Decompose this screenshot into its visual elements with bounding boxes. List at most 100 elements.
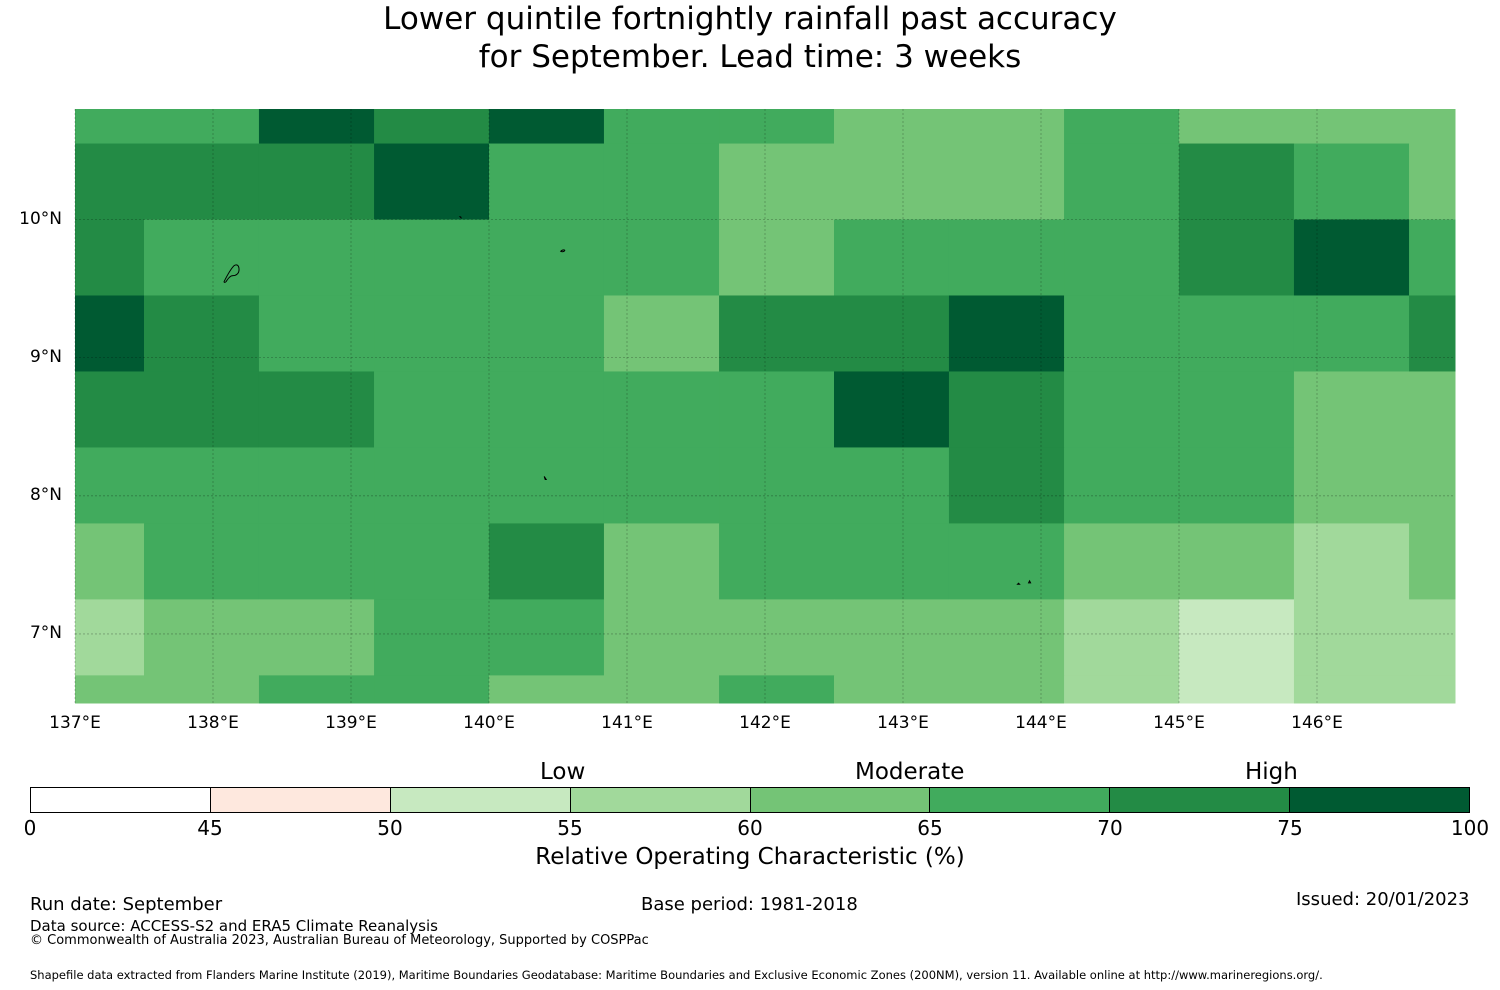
map-cell: [144, 109, 260, 145]
lat-tick-label: 9°N: [29, 346, 62, 367]
lat-tick-label: 8°N: [29, 484, 62, 505]
map-panel: [74, 109, 1456, 704]
map-cell: [258, 143, 375, 221]
island-outlines: [223, 216, 1032, 585]
map-cells: [75, 109, 1456, 704]
island-outline: [559, 249, 566, 253]
colorbar-tick-label: 0: [23, 816, 37, 840]
map-cell: [834, 109, 950, 145]
map-cell: [834, 447, 950, 524]
map-cell: [1179, 109, 1295, 145]
shapefile-credit: Shapefile data extracted from Flanders M…: [30, 968, 1323, 982]
map-cell: [374, 219, 490, 296]
colorbar-tick-label: 75: [1277, 816, 1303, 840]
map-cell: [948, 143, 1065, 221]
map-cell: [374, 371, 490, 448]
island-outline: [1016, 582, 1021, 585]
map-cell: [834, 371, 950, 448]
colorbar-category-low: Low: [540, 759, 586, 785]
map-cell: [834, 523, 950, 600]
map-cell: [258, 523, 375, 600]
map-cell: [258, 371, 375, 448]
map-cell: [489, 447, 605, 524]
map-cell: [834, 143, 950, 221]
map-cell: [1293, 109, 1410, 145]
map-cell: [1293, 295, 1410, 372]
map-cell: [948, 371, 1065, 448]
map-cell: [374, 523, 490, 600]
map-cell: [603, 675, 720, 704]
chart-title: Lower quintile fortnightly rainfall past…: [0, 0, 1500, 76]
map-cell: [489, 219, 605, 296]
run-date: Run date: September: [30, 894, 223, 915]
colorbar-segment: [750, 788, 931, 812]
island-outline: [1027, 579, 1032, 584]
lon-tick-label: 137°E: [49, 713, 101, 733]
map-cell: [1064, 109, 1180, 145]
map-cell: [719, 143, 835, 221]
title-line-2: for September. Lead time: 3 weeks: [478, 39, 1022, 75]
map-cell: [1293, 371, 1410, 448]
map-cell: [603, 523, 720, 600]
map-cell: [144, 523, 260, 600]
lon-tick-label: 141°E: [601, 713, 653, 733]
map-cell: [1179, 523, 1295, 600]
map-cell: [374, 143, 490, 221]
map-cell: [75, 219, 145, 296]
map-cell: [948, 219, 1065, 296]
map-cell: [948, 109, 1065, 145]
map-cell: [144, 447, 260, 524]
map-cell: [258, 295, 375, 372]
map-cell: [719, 447, 835, 524]
map-cell: [489, 599, 605, 676]
map-cell: [144, 675, 260, 704]
copyright: © Commonwealth of Australia 2023, Austra…: [30, 933, 649, 948]
map-cell: [719, 599, 835, 676]
map-cell: [1409, 295, 1456, 372]
map-cell: [948, 447, 1065, 524]
colorbar-label: Relative Operating Characteristic (%): [535, 844, 965, 870]
map-cell: [1293, 675, 1410, 704]
map-cell: [75, 523, 145, 600]
map-cell: [1179, 219, 1295, 296]
colorbar-tick-label: 100: [1450, 816, 1490, 840]
map-cell: [489, 675, 605, 704]
map-cell: [258, 675, 375, 704]
map-cell: [948, 599, 1065, 676]
colorbar-segment: [210, 788, 391, 812]
map-cell: [1409, 447, 1456, 524]
lon-tick-label: 146°E: [1291, 713, 1343, 733]
map-cell: [719, 675, 835, 704]
map-cell: [1409, 109, 1456, 145]
map-cell: [75, 295, 145, 372]
lon-tick-label: 144°E: [1015, 713, 1067, 733]
map-cell: [374, 599, 490, 676]
lon-tick-label: 138°E: [187, 713, 239, 733]
lon-tick-label: 145°E: [1153, 713, 1205, 733]
island-outline: [543, 476, 548, 480]
map-cell: [1064, 143, 1180, 221]
map-cell: [1179, 143, 1295, 221]
colorbar-segment: [1110, 788, 1291, 812]
map-cell: [1293, 599, 1410, 676]
colorbar-tick-label: 45: [197, 816, 223, 840]
lat-tick-label: 7°N: [29, 622, 62, 643]
map-cell: [719, 295, 835, 372]
map-cell: [1064, 675, 1180, 704]
colorbar-segment: [390, 788, 571, 812]
map-cell: [719, 109, 835, 145]
map-cell: [719, 371, 835, 448]
map-cell: [489, 109, 605, 145]
map-cell: [1409, 371, 1456, 448]
map-cell: [1064, 447, 1180, 524]
map-cell: [1293, 447, 1410, 524]
map-cell: [489, 523, 605, 600]
map-cell: [75, 675, 145, 704]
map-cell: [489, 371, 605, 448]
lon-tick-label: 142°E: [739, 713, 791, 733]
map-cell: [1064, 523, 1180, 600]
map-cell: [1064, 599, 1180, 676]
map-cell: [1064, 371, 1180, 448]
colorbar-category-moderate: Moderate: [855, 759, 965, 785]
map-cell: [258, 599, 375, 676]
